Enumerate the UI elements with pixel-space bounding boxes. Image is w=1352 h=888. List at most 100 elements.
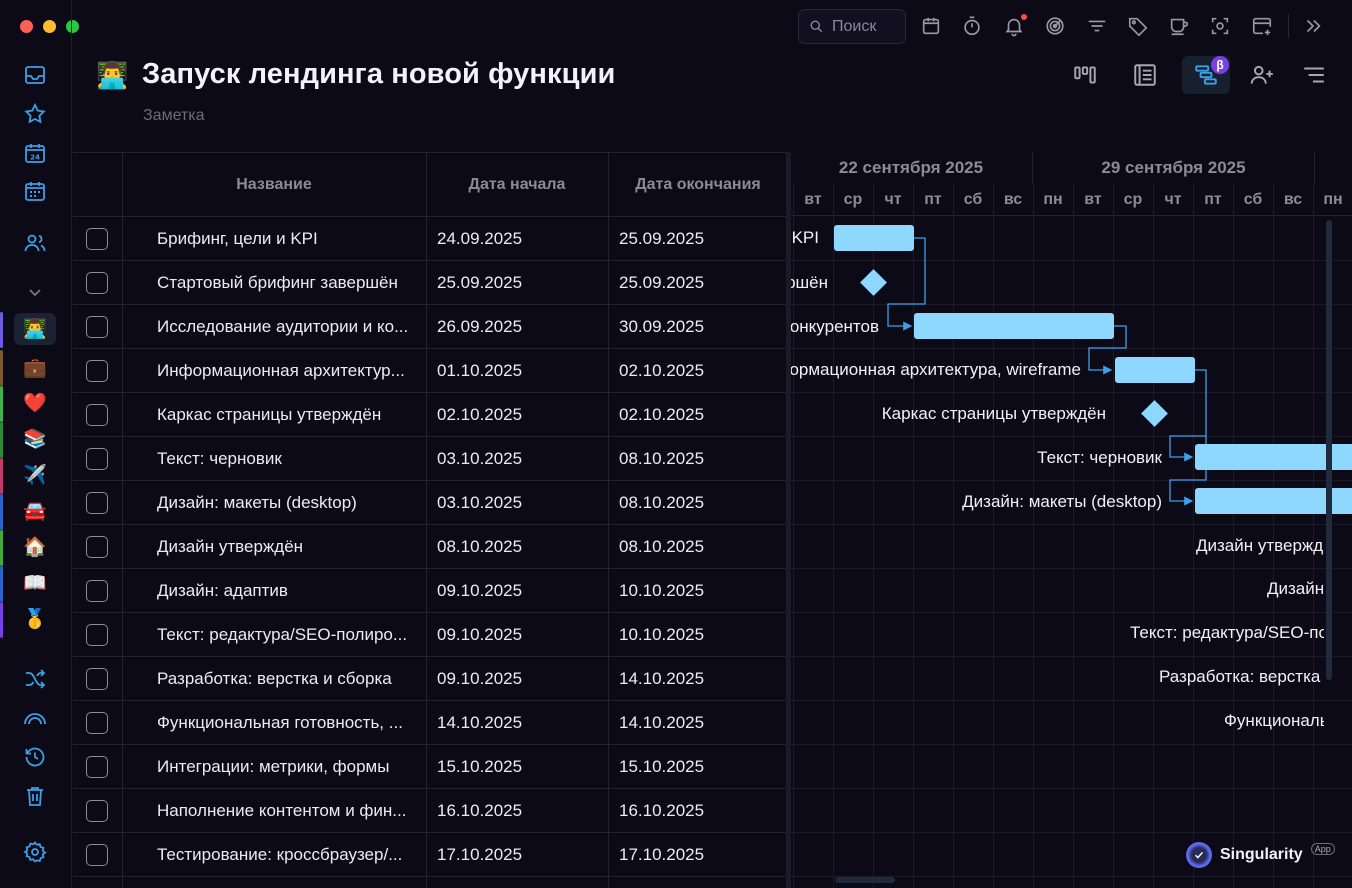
table-row[interactable]: Каркас страницы утверждён 02.10.2025 02.10… — [73, 393, 786, 437]
task-name[interactable]: Дизайн: макеты (desktop) — [157, 493, 357, 512]
task-checkbox[interactable] — [86, 756, 108, 778]
task-name[interactable]: Дизайн: адаптив — [157, 581, 288, 600]
project-item[interactable]: 🏠 — [14, 531, 56, 563]
minimize-window-button[interactable] — [43, 20, 56, 33]
column-header-name[interactable]: Название — [236, 176, 312, 193]
table-row[interactable]: Функциональная готовность, ... 14.10.2025… — [73, 701, 786, 745]
note-field[interactable]: Заметка — [143, 107, 205, 124]
task-name[interactable]: Информационная архитектур... — [157, 361, 405, 380]
task-start-date[interactable]: 25.09.2025 — [437, 273, 523, 292]
calendar-grid-icon[interactable] — [20, 176, 50, 206]
coffee-icon[interactable] — [1167, 14, 1191, 38]
task-start-date[interactable]: 09.10.2025 — [437, 625, 523, 644]
task-start-date[interactable]: 01.10.2025 — [437, 361, 523, 380]
task-name[interactable]: Дизайн утверждён — [157, 537, 304, 556]
project-item[interactable]: 🚘 — [14, 495, 56, 527]
task-end-date[interactable]: 25.09.2025 — [619, 273, 705, 292]
task-checkbox[interactable] — [86, 800, 108, 822]
focus-icon[interactable] — [1043, 14, 1067, 38]
page-title[interactable]: Запуск лендинга новой функции — [142, 58, 616, 90]
task-checkbox[interactable] — [86, 624, 108, 646]
task-checkbox[interactable] — [86, 272, 108, 294]
task-start-date[interactable]: 24.09.2025 — [437, 229, 523, 248]
board-view-button[interactable] — [1061, 56, 1109, 94]
task-checkbox[interactable] — [86, 404, 108, 426]
task-start-date[interactable]: 03.10.2025 — [437, 493, 523, 512]
column-header-end[interactable]: Дата окончания — [635, 176, 761, 193]
task-checkbox[interactable] — [86, 536, 108, 558]
share-button[interactable] — [1238, 56, 1286, 94]
task-start-date[interactable]: 09.10.2025 — [437, 581, 523, 600]
task-end-date[interactable]: 08.10.2025 — [619, 493, 705, 512]
task-name[interactable]: Интеграции: метрики, формы — [157, 757, 390, 776]
task-end-date[interactable]: 25.09.2025 — [619, 229, 705, 248]
task-name[interactable]: Текст: редактура/SEO-полиро... — [157, 625, 408, 644]
task-checkbox[interactable] — [86, 492, 108, 514]
task-end-date[interactable]: 17.10.2025 — [619, 845, 705, 864]
column-header-start[interactable]: Дата начала — [468, 176, 566, 193]
project-item[interactable]: 💼 — [14, 352, 56, 384]
task-checkbox[interactable] — [86, 360, 108, 382]
pane-splitter[interactable] — [786, 152, 791, 888]
task-checkbox[interactable] — [86, 580, 108, 602]
calendar-icon[interactable] — [919, 14, 943, 38]
task-name[interactable]: Наполнение контентом и фин... — [157, 801, 407, 820]
people-icon[interactable] — [20, 228, 50, 258]
task-end-date[interactable]: 10.10.2025 — [619, 581, 705, 600]
task-end-date[interactable]: 14.10.2025 — [619, 713, 705, 732]
table-row[interactable]: Брифинг, цели и KPI 24.09.2025 25.09.2025 — [73, 217, 786, 261]
add-window-icon[interactable] — [1250, 14, 1274, 38]
table-row[interactable]: Разработка: верстка и сборка 09.10.2025 14… — [73, 657, 786, 701]
task-name[interactable]: Текст: черновик — [157, 449, 282, 468]
star-icon[interactable] — [20, 99, 50, 129]
table-row[interactable]: Наполнение контентом и фин... 16.10.2025 1… — [73, 789, 786, 833]
task-checkbox[interactable] — [86, 448, 108, 470]
task-name[interactable]: Каркас страницы утверждён — [157, 405, 382, 424]
filter-icon[interactable] — [1085, 14, 1109, 38]
task-end-date[interactable]: 08.10.2025 — [619, 449, 705, 468]
maximize-window-button[interactable] — [66, 20, 79, 33]
task-checkbox[interactable] — [86, 228, 108, 250]
task-start-date[interactable]: 16.10.2025 — [437, 801, 523, 820]
history-icon[interactable] — [20, 742, 50, 772]
task-end-date[interactable]: 08.10.2025 — [619, 537, 705, 556]
task-end-date[interactable]: 15.10.2025 — [619, 757, 705, 776]
task-checkbox[interactable] — [86, 712, 108, 734]
task-start-date[interactable]: 02.10.2025 — [437, 405, 523, 424]
tag-icon[interactable] — [1126, 14, 1150, 38]
timer-icon[interactable] — [960, 14, 984, 38]
task-checkbox[interactable] — [86, 316, 108, 338]
gantt-bar[interactable] — [1195, 488, 1352, 514]
table-row[interactable]: Дизайн: адаптив 09.10.2025 10.10.2025 — [73, 569, 786, 613]
gantt-milestone[interactable] — [1141, 400, 1168, 427]
shuffle-icon[interactable] — [20, 664, 50, 694]
gantt-bar[interactable] — [1195, 444, 1352, 470]
task-start-date[interactable]: 26.09.2025 — [437, 317, 523, 336]
task-start-date[interactable]: 15.10.2025 — [437, 757, 523, 776]
menu-button[interactable] — [1290, 56, 1338, 94]
task-end-date[interactable]: 16.10.2025 — [619, 801, 705, 820]
search-input[interactable]: Поиск — [798, 9, 906, 44]
task-start-date[interactable]: 08.10.2025 — [437, 537, 523, 556]
close-window-button[interactable] — [20, 20, 33, 33]
task-end-date[interactable]: 02.10.2025 — [619, 361, 705, 380]
task-end-date[interactable]: 10.10.2025 — [619, 625, 705, 644]
task-name[interactable]: Брифинг, цели и KPI — [157, 229, 318, 248]
gantt-milestone[interactable] — [860, 269, 887, 296]
task-checkbox[interactable] — [86, 844, 108, 866]
gantt-vertical-scrollbar[interactable] — [1326, 220, 1332, 680]
task-start-date[interactable]: 17.10.2025 — [437, 845, 523, 864]
today-icon[interactable]: 24 — [20, 138, 50, 168]
task-end-date[interactable]: 14.10.2025 — [619, 669, 705, 688]
task-name[interactable]: Стартовый брифинг завершён — [157, 273, 398, 292]
table-row[interactable]: Информационная архитектур... 01.10.2025 02… — [73, 349, 786, 393]
table-row[interactable]: Дизайн: макеты (desktop) 03.10.2025 08.10.… — [73, 481, 786, 525]
gantt-bar[interactable] — [834, 225, 914, 251]
project-item[interactable]: 📖 — [14, 567, 56, 599]
project-item[interactable]: 🥇 — [14, 603, 56, 635]
table-row[interactable]: Тестирование: кроссбраузер/... 17.10.2025… — [73, 833, 786, 877]
expand-icon[interactable] — [1301, 14, 1325, 38]
task-name[interactable]: Функциональная готовность, ... — [157, 713, 403, 732]
chevron-down-icon[interactable] — [20, 277, 50, 307]
gantt-bar[interactable] — [914, 313, 1114, 339]
